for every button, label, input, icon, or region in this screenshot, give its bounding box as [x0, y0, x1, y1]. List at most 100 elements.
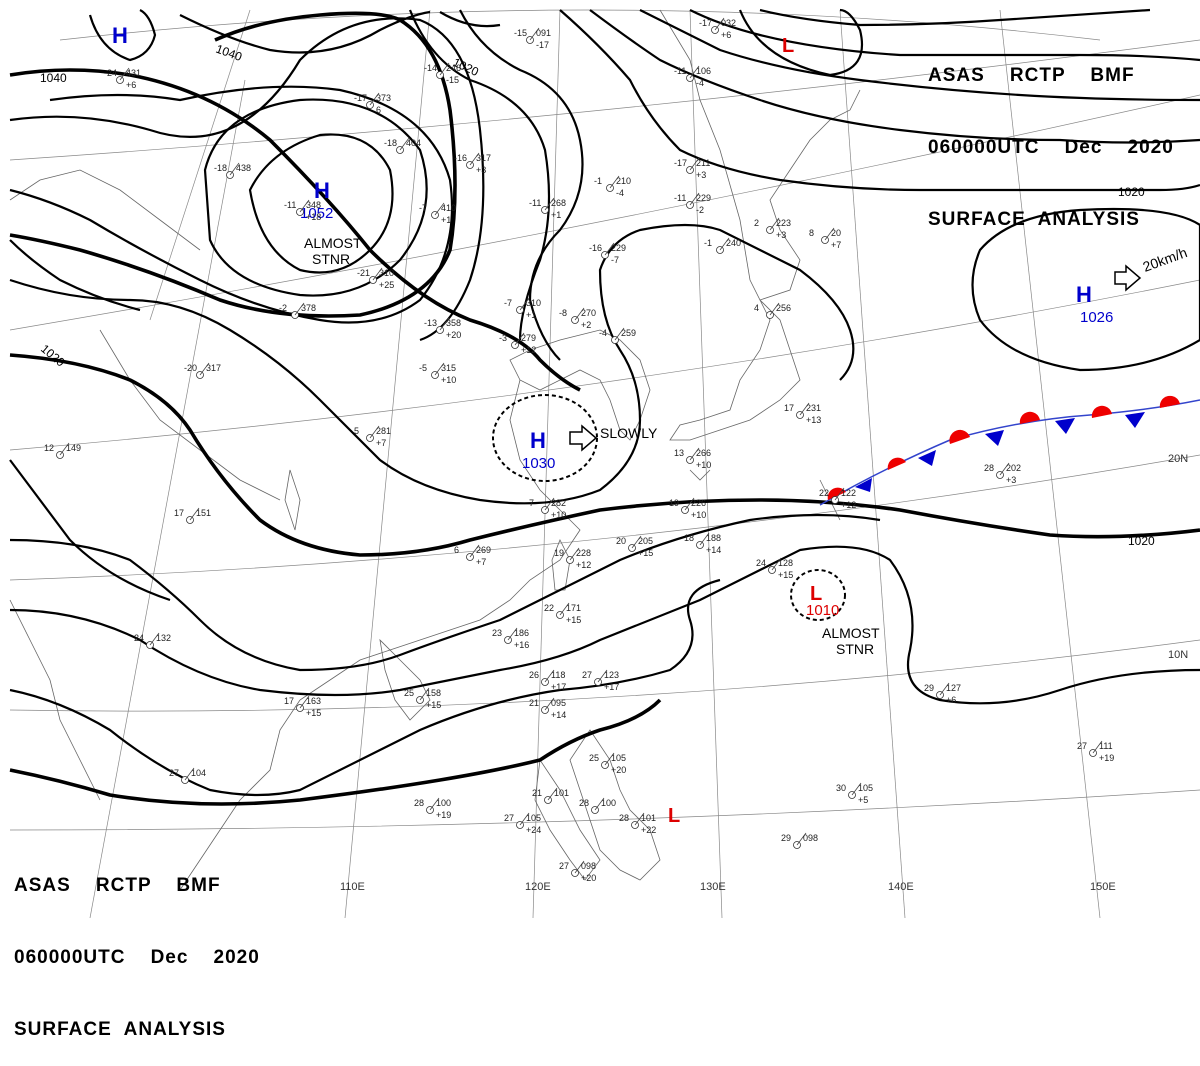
station-plot: 8 20 +7 — [809, 227, 841, 250]
station-tendency: +20 — [581, 873, 596, 883]
station-temperature: -18 — [214, 163, 227, 173]
wind-barb — [469, 152, 480, 166]
station-plot: -11 348 +18 — [284, 199, 321, 222]
station-temperature: 22 — [819, 488, 829, 498]
station-plot: 12 149 — [44, 442, 81, 459]
chart-header-top: ASAS RCTP BMF 060000UTC Dec 2020 SURFACE… — [928, 16, 1174, 256]
station-tendency: +1 — [551, 210, 561, 220]
wind-barb — [544, 197, 555, 211]
station-pressure: 438 — [236, 163, 251, 173]
station-plot: 27 111 +19 — [1077, 740, 1114, 763]
station-temperature: 18 — [684, 533, 694, 543]
station-pressure: 202 — [1006, 463, 1021, 473]
header-line: 060000UTC Dec 2020 — [928, 137, 1174, 158]
station-plot: -20 317 — [184, 362, 221, 379]
station-tendency: +1 — [441, 215, 451, 225]
station-tendency: -15 — [446, 75, 459, 85]
station-pressure: 123 — [604, 670, 619, 680]
station-plot: 27 104 — [169, 767, 206, 784]
wind-barb — [771, 557, 782, 571]
station-tendency: +5 — [858, 795, 868, 805]
wind-barb — [609, 175, 620, 189]
station-pressure: 282 — [551, 498, 566, 508]
high-central-pressure: 1026 — [1080, 309, 1113, 326]
station-pressure: 100 — [601, 798, 616, 808]
longitude-label: 140E — [888, 881, 914, 893]
station-temperature: 6 — [454, 545, 459, 555]
wind-barb — [604, 242, 615, 256]
station-temperature: 29 — [781, 833, 791, 843]
station-pressure: 128 — [778, 558, 793, 568]
station-tendency: +7 — [831, 240, 841, 250]
station-plot: 25 105 +20 — [589, 752, 626, 775]
station-plot: -7 310 +1 — [504, 297, 541, 320]
station-tendency: +3 — [776, 230, 786, 240]
wind-barb — [469, 544, 480, 558]
motion-note: STNR — [312, 251, 350, 267]
station-plot: 28 100 — [579, 797, 616, 814]
station-tendency: +1 — [526, 310, 536, 320]
station-temperature: 23 — [492, 628, 502, 638]
wind-barb — [189, 507, 200, 521]
station-temperature: 25 — [589, 753, 599, 763]
station-temperature: 21 — [532, 788, 542, 798]
station-tendency: +15 — [638, 548, 653, 558]
wind-barb — [851, 782, 862, 796]
station-plot: -18 404 — [384, 137, 421, 154]
station-temperature: -17 — [699, 18, 712, 28]
station-pressure: 268 — [551, 198, 566, 208]
station-temperature: 7 — [529, 498, 534, 508]
station-pressure: 404 — [406, 138, 421, 148]
station-temperature: 27 — [169, 768, 179, 778]
isobar-labels: 1040 1040 1020 1020 1020 1020 — [38, 42, 1155, 548]
wind-barb — [519, 297, 530, 311]
station-plot: 30 105 +5 — [836, 782, 873, 805]
high-symbol: H — [112, 23, 128, 48]
station-tendency: +7 — [476, 557, 486, 567]
station-temperature: 27 — [559, 861, 569, 871]
station-pressure: 101 — [641, 813, 656, 823]
station-pressure: 118 — [551, 670, 565, 680]
station-plot: 2 223 +3 — [754, 217, 791, 240]
station-tendency: +6 — [721, 30, 731, 40]
station-tendency: +3 — [696, 170, 706, 180]
longitude-label: 110E — [340, 881, 365, 893]
station-plot: 24 132 — [134, 632, 171, 649]
station-pressure: 20 — [831, 228, 841, 238]
station-plot: 27 123 +17 — [582, 669, 619, 692]
wind-barb — [547, 787, 558, 801]
station-temperature: 27 — [1077, 741, 1087, 751]
station-temperature: 28 — [579, 798, 589, 808]
station-plot: 4 256 — [754, 302, 791, 319]
station-tendency: +3 — [476, 165, 486, 175]
station-plot: -17 211 +3 — [674, 157, 710, 180]
station-temperature: -4 — [599, 328, 607, 338]
station-pressure: 032 — [721, 18, 736, 28]
station-plot: 7 282 +10 — [529, 497, 566, 520]
wind-barb — [999, 462, 1010, 476]
station-temperature: -15 — [514, 28, 527, 38]
station-pressure: 098 — [803, 833, 818, 843]
station-pressure: 132 — [156, 633, 171, 643]
header-line: SURFACE ANALYSIS — [14, 1019, 226, 1040]
station-pressure: 315 — [441, 363, 456, 373]
wind-barb — [119, 67, 130, 81]
station-pressure: 281 — [376, 426, 391, 436]
wind-barb — [604, 752, 615, 766]
station-temperature: -24 — [104, 68, 117, 78]
station-tendency: +10 — [696, 460, 711, 470]
station-plot: 29 098 — [781, 832, 818, 849]
high-central-pressure: 1052 — [300, 205, 333, 222]
station-plot: 26 118 +17 — [529, 669, 566, 692]
station-tendency: +18 — [306, 212, 321, 222]
wind-barb — [369, 425, 380, 439]
wind-barb — [439, 317, 450, 331]
wind-barb — [714, 17, 725, 31]
station-tendency: +10 — [551, 510, 566, 520]
high-symbol: H — [314, 178, 330, 203]
station-plot: 17 163 +15 — [284, 695, 321, 718]
station-pressure: 122 — [841, 488, 856, 498]
station-plot: -17 032 +6 — [699, 17, 736, 40]
station-temperature: 17 — [174, 508, 184, 518]
station-plot: 18 188 +14 — [684, 532, 721, 555]
